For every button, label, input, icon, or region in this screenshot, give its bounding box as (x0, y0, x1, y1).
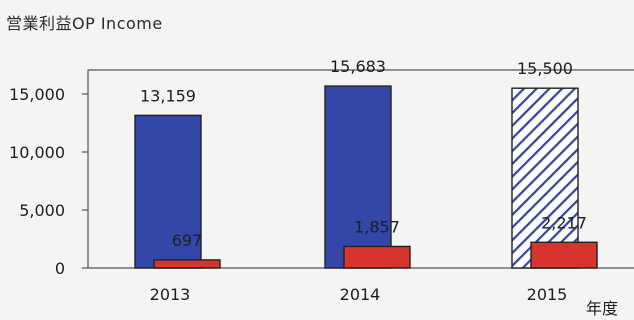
x-tick-label-2015: 2015 (527, 285, 568, 304)
bar-op-income-2013 (134, 114, 202, 269)
data-label-secondary-2013: 697 (172, 231, 203, 250)
y-tick-label: 10,000 (9, 143, 65, 162)
bar-op-income-2014 (324, 85, 392, 269)
data-label-secondary-2014: 1,857 (354, 217, 400, 236)
x-tick-label-2013: 2013 (150, 285, 191, 304)
data-label-secondary-2015: 2,217 (541, 213, 587, 232)
data-label-op-income-2013: 13,159 (140, 86, 196, 105)
x-axis-label: 年度 (586, 299, 618, 318)
x-tick-label-2014: 2014 (340, 285, 381, 304)
y-tick-label: 15,000 (9, 85, 65, 104)
bar-secondary-2013 (153, 259, 221, 269)
bar-secondary-2015 (530, 241, 598, 269)
bar-op-income-2015 (511, 87, 579, 269)
y-tick-label: 5,000 (19, 201, 65, 220)
data-label-op-income-2015: 15,500 (517, 59, 573, 78)
y-tick-label: 0 (55, 259, 65, 278)
chart-title: 営業利益OP Income (6, 14, 163, 33)
bar-secondary-2014 (343, 245, 411, 269)
data-label-op-income-2014: 15,683 (330, 57, 386, 76)
